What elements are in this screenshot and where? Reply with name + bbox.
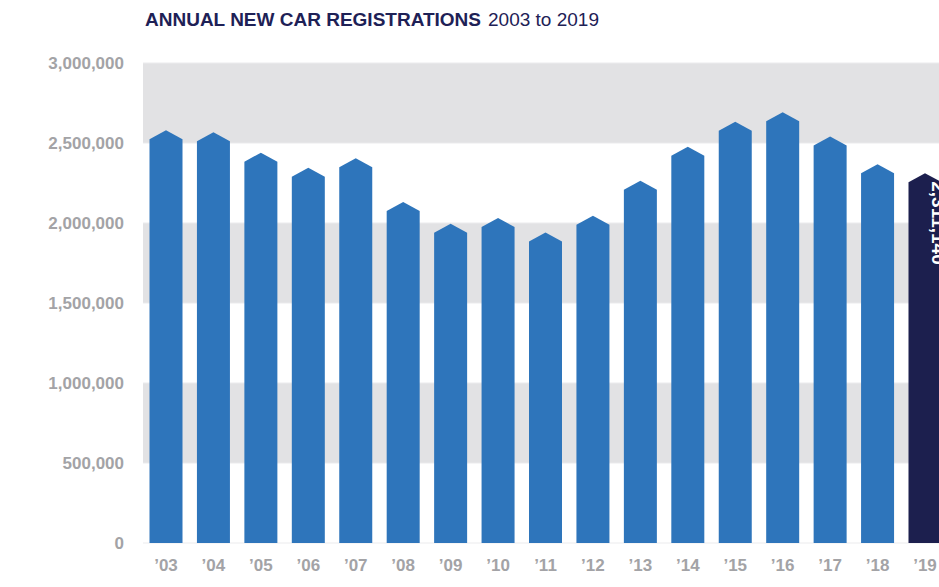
labels: 2,311,140: [928, 181, 939, 264]
data-label: 2,311,140: [928, 181, 939, 264]
grid: [143, 63, 939, 543]
bar: [861, 164, 894, 543]
bar: [339, 158, 372, 543]
x-tick-label: ’08: [391, 556, 415, 575]
title-line: ANNUAL NEW CAR REGISTRATIONS 2003 to 2019: [145, 9, 599, 30]
bar: [624, 181, 657, 543]
bar: [719, 122, 752, 543]
bar: [292, 168, 325, 543]
x-tick-label: ’12: [581, 556, 605, 575]
bar: [387, 202, 420, 543]
bar: [150, 130, 183, 543]
bar: [766, 112, 799, 543]
y-tick-label: 1,000,000: [48, 374, 124, 393]
x-tick-label: ’10: [486, 556, 510, 575]
x-tick-label: ’04: [202, 556, 226, 575]
x-tick-label: ’19: [913, 556, 937, 575]
x-tick-label: ’16: [771, 556, 795, 575]
y-tick-label: 0: [115, 534, 124, 553]
x-tick-label: ’09: [439, 556, 463, 575]
x-tick-label: ’15: [723, 556, 747, 575]
x-tick-label: ’13: [629, 556, 653, 575]
bar: [244, 153, 277, 543]
subtitle: 2003 to 2019: [488, 9, 599, 30]
y-tick-label: 2,500,000: [48, 134, 124, 153]
bars: [150, 112, 939, 543]
x-tick-label: ’17: [818, 556, 842, 575]
x-tick-label: ’05: [249, 556, 273, 575]
bar: [529, 232, 562, 543]
bar: [434, 224, 467, 543]
bar: [671, 147, 704, 543]
bar: [482, 218, 515, 543]
bar: [814, 137, 847, 543]
y-tick-label: 500,000: [63, 454, 124, 473]
grid-line: [143, 63, 939, 64]
grid-band: [143, 63, 939, 143]
x-tick-label: ’07: [344, 556, 368, 575]
x-tick-label: ’11: [534, 556, 557, 575]
y-tick-label: 2,000,000: [48, 214, 124, 233]
x-tick-label: ’18: [866, 556, 890, 575]
x-tick-label: ’06: [296, 556, 320, 575]
bar: [576, 216, 609, 543]
bar: [197, 132, 230, 543]
chart: ANNUAL NEW CAR REGISTRATIONS 2003 to 2019…: [0, 0, 939, 587]
y-tick-label: 1,500,000: [48, 294, 124, 313]
y-tick-label: 3,000,000: [48, 54, 124, 73]
title: ANNUAL NEW CAR REGISTRATIONS: [145, 9, 481, 30]
x-tick-label: ’14: [676, 556, 700, 575]
x-tick-label: ’03: [154, 556, 178, 575]
